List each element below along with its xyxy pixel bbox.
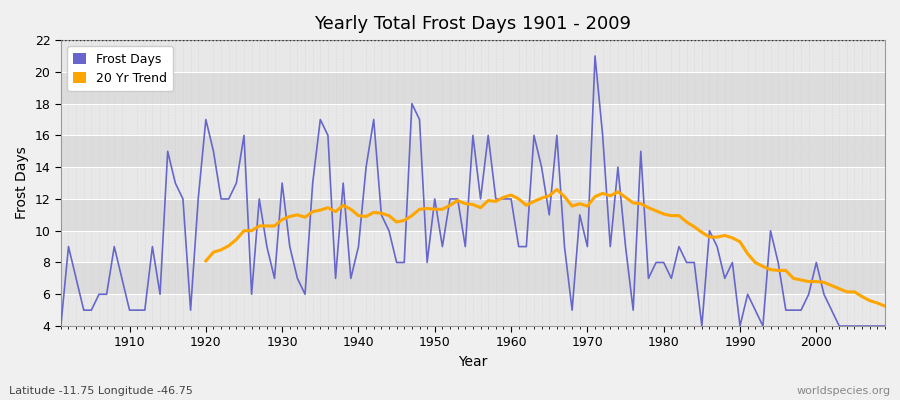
Text: worldspecies.org: worldspecies.org: [796, 386, 891, 396]
Bar: [61, 40, 885, 72]
Title: Yearly Total Frost Days 1901 - 2009: Yearly Total Frost Days 1901 - 2009: [314, 15, 632, 33]
20 Yr Trend: [857, 294, 868, 299]
Frost Days: [330, 276, 341, 281]
Frost Days: [116, 276, 127, 281]
20 Yr Trend: [552, 187, 562, 192]
Bar: [61, 199, 885, 231]
Y-axis label: Frost Days: Frost Days: [15, 147, 29, 220]
20 Yr Trend: [879, 304, 890, 308]
20 Yr Trend: [201, 258, 212, 263]
Line: Frost Days: Frost Days: [61, 56, 885, 326]
X-axis label: Year: Year: [458, 355, 488, 369]
Bar: [61, 104, 885, 136]
20 Yr Trend: [292, 212, 302, 217]
Text: Latitude -11.75 Longitude -46.75: Latitude -11.75 Longitude -46.75: [9, 386, 193, 396]
20 Yr Trend: [788, 276, 799, 281]
Legend: Frost Days, 20 Yr Trend: Frost Days, 20 Yr Trend: [68, 46, 173, 91]
Frost Days: [498, 196, 508, 201]
20 Yr Trend: [773, 268, 784, 273]
Bar: [61, 72, 885, 104]
Bar: [61, 167, 885, 199]
Bar: [61, 231, 885, 262]
Frost Days: [879, 324, 890, 328]
Frost Days: [506, 196, 517, 201]
Bar: [61, 262, 885, 294]
Bar: [61, 136, 885, 167]
Frost Days: [590, 54, 600, 58]
20 Yr Trend: [407, 213, 418, 218]
Frost Days: [284, 244, 295, 249]
Frost Days: [56, 324, 67, 328]
20 Yr Trend: [681, 220, 692, 224]
Line: 20 Yr Trend: 20 Yr Trend: [206, 190, 885, 306]
Frost Days: [605, 244, 616, 249]
Bar: [61, 294, 885, 326]
